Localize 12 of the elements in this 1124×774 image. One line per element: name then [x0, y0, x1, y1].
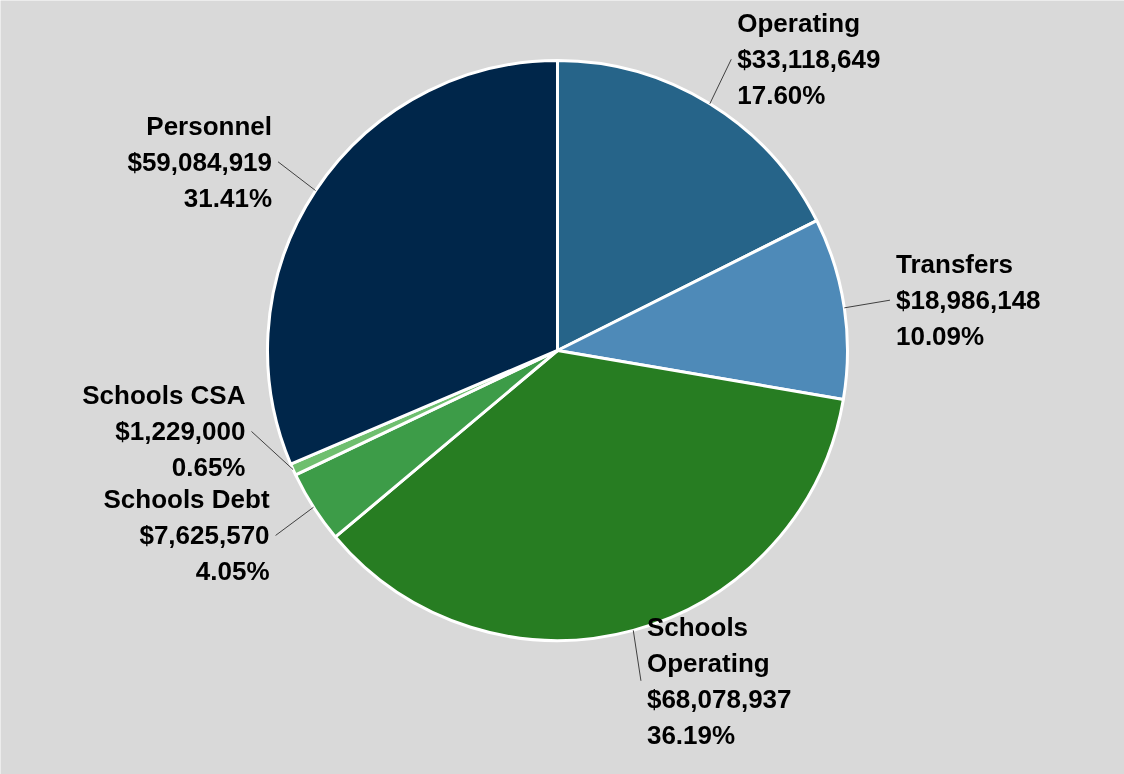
data-label: $1,229,000 0.65%: [115, 416, 246, 483]
data-label: $18,986,148 10.09%: [895, 285, 1041, 352]
slice-label: Schools Operating: [646, 611, 770, 678]
data-label: $7,625,570 4.05%: [139, 520, 270, 587]
slice-label: Personnel: [146, 110, 273, 141]
slice-label: Operating: [737, 8, 861, 39]
data-label: $59,084,919 31.41%: [127, 146, 273, 213]
slice-label: Transfers: [895, 249, 1014, 280]
data-label: $68,078,937 36.19%: [646, 683, 792, 750]
data-label: $33,118,649 17.60%: [737, 44, 881, 111]
slice-label: Schools Debt: [103, 484, 270, 515]
slice-label: Schools CSA: [82, 380, 246, 411]
